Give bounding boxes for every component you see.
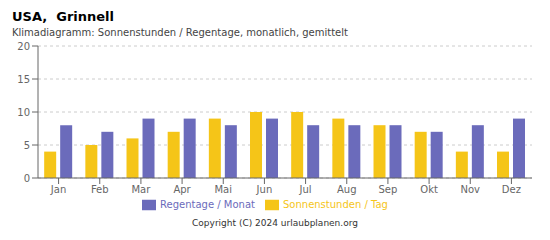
svg-text:Feb: Feb [91,184,109,195]
svg-text:0: 0 [24,173,30,184]
html-text:Klimadiagramm: Sonnenstunden /: Klimadiagramm: Sonnenstunden / Regentage… [12,27,348,38]
svg-text:15: 15 [17,74,30,85]
svg-text:Mar: Mar [131,184,151,195]
svg-text:Dez: Dez [502,184,521,195]
svg-text:10: 10 [17,107,30,118]
svg-text:Aug: Aug [337,184,357,195]
svg-text:Apr: Apr [173,184,191,195]
svg-text:Okt: Okt [420,184,438,195]
svg-text:Sep: Sep [378,184,397,195]
html-text:Regentage / Monat: Regentage / Monat [160,199,255,210]
svg-text:Jan: Jan [50,184,66,195]
html-text:Copyright (C) 2024 urlaubplane: Copyright (C) 2024 urlaubplanen.org [192,218,358,228]
svg-text:20: 20 [17,41,30,52]
html-text:USA, Grinnell: USA, Grinnell [12,9,114,24]
svg-text:Jul: Jul [299,184,312,195]
svg-text:Nov: Nov [460,184,480,195]
svg-text:5: 5 [24,140,30,151]
svg-text:Jun: Jun [256,184,273,195]
html-text:Sonnenstunden / Tag: Sonnenstunden / Tag [283,199,388,210]
svg-text:Mai: Mai [214,184,232,195]
